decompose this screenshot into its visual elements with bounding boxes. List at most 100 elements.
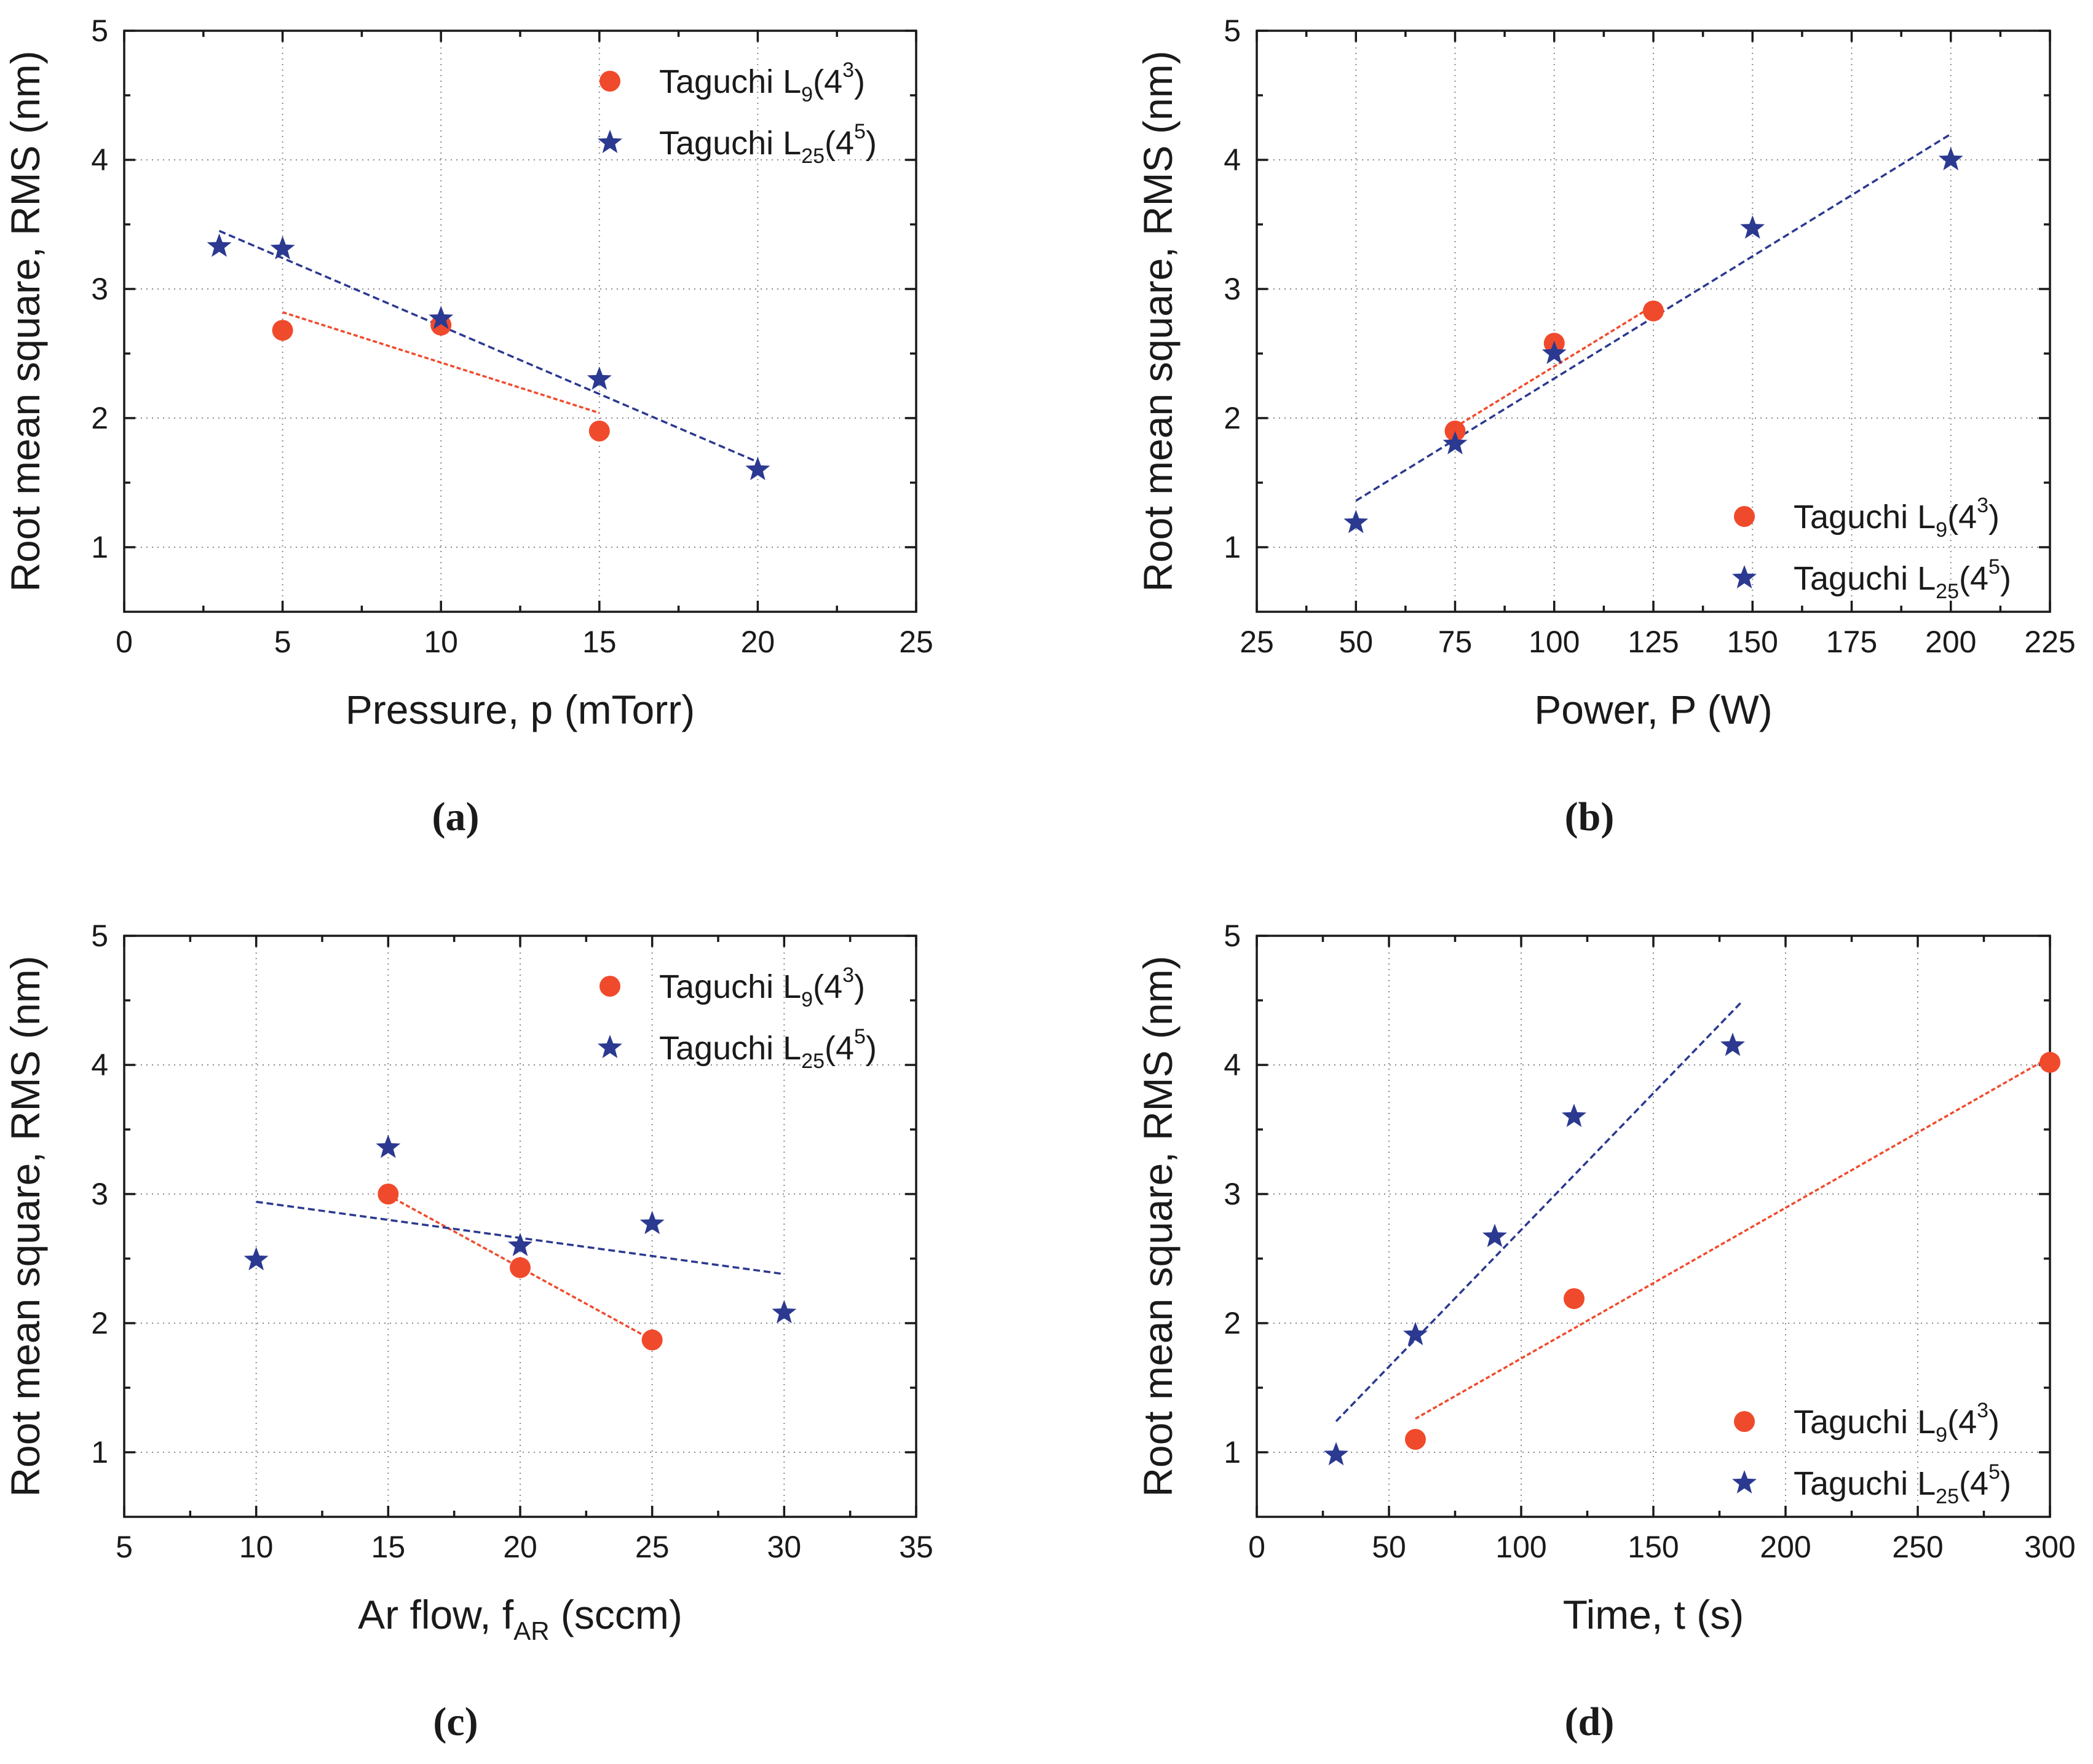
y-tick-label: 2	[91, 1306, 108, 1340]
x-tick-label: 25	[635, 1530, 670, 1564]
x-tick-label: 20	[503, 1530, 537, 1564]
y-tick-label: 1	[1224, 1435, 1241, 1469]
legend-name-close: )	[866, 125, 877, 162]
l25-data-point	[1720, 1032, 1745, 1056]
l25-data-point	[1938, 147, 1963, 170]
x-tick-label: 5	[274, 625, 291, 659]
legend-name-superscript: 3	[842, 963, 854, 987]
x-axis-title-main: Power, P (W)	[1534, 687, 1773, 732]
legend-star-marker	[1732, 1470, 1757, 1493]
legend-name-subscript: 9	[801, 988, 813, 1011]
x-axis-title: Pressure, p (mTorr)	[346, 687, 695, 732]
legend: Taguchi L9(43)Taguchi L25(45)	[598, 58, 877, 168]
chart-panel-b: 25 50 75 100 125 150 175 200 225 1 2 3 4 5 Power, P (W…	[1135, 14, 2076, 732]
y-axis-title: Root mean square, RMS (nm)	[2, 50, 48, 591]
legend-circle-marker	[1734, 1411, 1755, 1432]
legend-name-paren: (4	[825, 125, 854, 162]
x-axis-title-main: Time, t (s)	[1563, 1592, 1744, 1637]
l25-data-point	[1541, 341, 1567, 364]
legend-circle-marker	[1734, 506, 1755, 527]
y-tick-label: 3	[1224, 1177, 1241, 1211]
chart-panel-a: 0 5 10 15 20 25 1 2 3 4 5 Pressure, p (mTorr) Root m…	[2, 14, 933, 732]
x-tick-label: 25	[1240, 625, 1274, 659]
y-tick-label: 3	[91, 1177, 108, 1211]
legend-name-superscript: 3	[1977, 494, 1988, 517]
y-tick-label: 4	[1224, 1048, 1241, 1082]
legend-star-marker	[1732, 565, 1757, 588]
x-tick-label: 35	[899, 1530, 933, 1564]
x-tick-label: 30	[767, 1530, 802, 1564]
y-axis-title: Root mean square, RMS (nm)	[1135, 50, 1181, 591]
l25-data-point	[1442, 431, 1468, 454]
x-tick-label: 20	[741, 625, 775, 659]
l9-data-point	[588, 421, 610, 441]
l9-fit-line	[282, 311, 600, 414]
legend: Taguchi L9(43)Taguchi L25(45)	[1732, 494, 2011, 603]
l25-data-point	[243, 1247, 269, 1271]
y-tick-label: 3	[91, 272, 108, 306]
y-tick-label: 1	[1224, 530, 1241, 564]
l25-data-point	[429, 306, 454, 330]
x-tick-label: 50	[1339, 625, 1373, 659]
l9-data-point	[272, 320, 293, 341]
y-tick-label: 1	[91, 1435, 108, 1469]
legend-name-superscript: 3	[842, 58, 854, 82]
legend-entry-l9: Taguchi L9(43)	[1794, 1399, 2000, 1447]
y-tick-label: 3	[1224, 272, 1241, 306]
legend-name-paren: (4	[1947, 499, 1977, 536]
legend-name-base: Taguchi L	[1794, 1465, 1936, 1502]
l9-data-point	[2040, 1051, 2060, 1073]
l25-data-point	[270, 235, 295, 259]
l9-data-point	[641, 1329, 663, 1351]
y-tick-label: 4	[1224, 143, 1241, 177]
legend-name-base: Taguchi L	[1794, 1404, 1936, 1441]
x-tick-label: 200	[1760, 1530, 1811, 1564]
x-tick-label: 50	[1372, 1530, 1406, 1564]
legend: Taguchi L9(43) Taguchi L25(45)	[1732, 1399, 2011, 1508]
y-tick-label: 2	[91, 401, 108, 435]
legend-name-close: )	[2000, 560, 2011, 597]
y-tick-label: 2	[1224, 401, 1241, 435]
y-tick-label: 1	[91, 530, 108, 564]
legend: Taguchi L9(43)Taguchi L25(45)	[598, 963, 877, 1073]
plot-frame	[123, 935, 917, 1518]
x-tick-label: 125	[1628, 625, 1679, 659]
y-tick-label: 5	[1224, 919, 1241, 953]
x-tick-label: 300	[2024, 1530, 2075, 1564]
x-tick-label: 10	[424, 625, 458, 659]
legend-name-close: )	[2000, 1465, 2011, 1502]
x-tick-label: 100	[1529, 625, 1580, 659]
x-axis-title-subscript: AR	[513, 1616, 549, 1645]
x-tick-label: 250	[1892, 1530, 1943, 1564]
l9-data-point	[1643, 300, 1664, 322]
legend-star-marker	[598, 1035, 622, 1058]
legend-circle-marker	[599, 976, 620, 997]
legend-name-subscript: 9	[1936, 1423, 1947, 1447]
legend-name-base: Taguchi L	[659, 1030, 801, 1067]
l25-data-point	[1403, 1321, 1428, 1345]
legend-name-paren: (4	[813, 968, 842, 1005]
y-tick-label: 2	[1224, 1306, 1241, 1340]
x-tick-label: 100	[1495, 1530, 1546, 1564]
legend-name-base: Taguchi L	[659, 63, 801, 100]
l25-data-point	[1562, 1104, 1586, 1127]
x-tick-label: 225	[2024, 625, 2075, 659]
legend-name-close: )	[1988, 499, 2000, 536]
legend-entry-l25: Taguchi L25(45)	[1794, 1460, 2011, 1508]
plot-frame	[123, 30, 917, 613]
legend-name-paren: (4	[1959, 560, 1988, 597]
legend-entry-l9: Taguchi L9(43)	[1794, 494, 2000, 542]
x-tick-label: 5	[116, 1530, 133, 1564]
l25-data-point	[207, 233, 232, 257]
y-axis-title: Root mean square, RMS (nm)	[1135, 955, 1181, 1497]
legend-name-subscript: 25	[1936, 1485, 1959, 1508]
legend-name-base: Taguchi L	[659, 125, 801, 162]
y-tick-label: 5	[91, 919, 108, 953]
l25-data-point	[745, 457, 770, 480]
x-axis-title: Power, P (W)	[1534, 687, 1773, 732]
legend-name-subscript: 25	[801, 1050, 825, 1073]
legend-name-subscript: 9	[801, 83, 813, 106]
legend-star-marker	[598, 130, 622, 153]
